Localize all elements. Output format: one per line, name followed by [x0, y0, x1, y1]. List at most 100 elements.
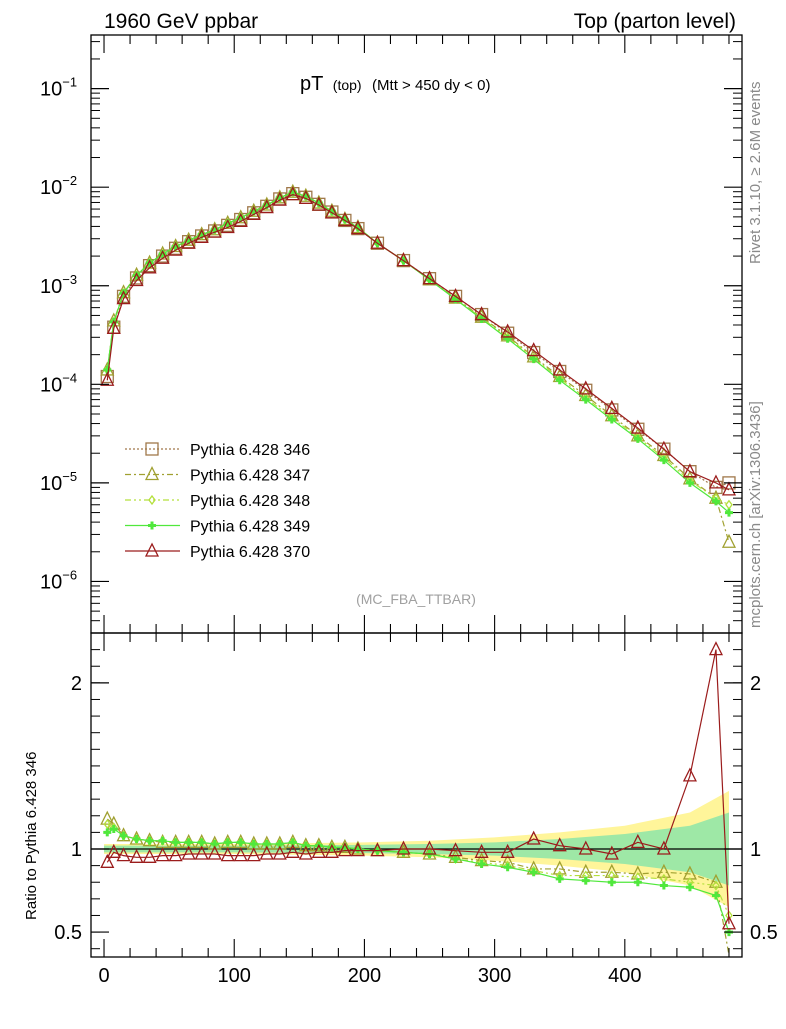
- ratio-ytick-label-right-1: 1: [750, 839, 761, 861]
- ratio-point-2-26: [503, 863, 512, 872]
- ratio-point-0-32: [656, 863, 671, 878]
- ratio-point-2-22: [399, 848, 408, 857]
- main-point-4-15: [285, 186, 300, 201]
- ratio-ytick-label-2: 2: [71, 673, 82, 695]
- legend-entry-2: Pythia 6.428 348: [125, 493, 310, 510]
- ratio-point-3-10: [220, 847, 235, 862]
- ratio-point-2-29: [581, 876, 590, 885]
- legend-label-2: Pythia 6.428 348: [190, 493, 310, 510]
- main-point-4-21: [370, 234, 385, 249]
- main-point-4-30: [604, 399, 619, 415]
- main-point-4-29: [578, 380, 593, 395]
- main-point-4-33: [682, 463, 697, 478]
- main-ytick-label-4: 10−2: [40, 173, 77, 199]
- legend-marker-0: [145, 442, 159, 456]
- main-point-4-9: [207, 223, 222, 238]
- ratio-point-0-34: [708, 873, 724, 888]
- ratio-point-3-19: [337, 842, 352, 857]
- ratio-point-3-27: [526, 830, 541, 845]
- ratio-point-3-23: [422, 840, 437, 855]
- legend-label-3: Pythia 6.428 349: [190, 519, 310, 536]
- legend-entry-4: Pythia 6.428 370: [125, 542, 310, 561]
- title-cut: (Mtt > 450 dy < 0): [372, 77, 490, 94]
- main-ytick-exp-4: −2: [62, 173, 77, 188]
- main-ytick-label-2: 10−4: [40, 370, 77, 396]
- legend-entry-1: Pythia 6.428 347: [125, 466, 310, 485]
- ratio-series-3: [100, 641, 737, 930]
- main-point-4-1: [106, 319, 121, 334]
- main-point-4-19: [337, 211, 352, 227]
- main-point-4-26: [500, 323, 515, 338]
- main-point-3-30: [607, 415, 616, 424]
- header-right: Top (parton level): [574, 10, 736, 33]
- ratio-point-3-13: [259, 845, 274, 860]
- main-ytick-exp-1: −5: [62, 469, 77, 484]
- ratio-point-3-26: [500, 843, 515, 858]
- title-main: pT: [300, 73, 323, 95]
- ratio-point-3-21: [370, 842, 385, 857]
- main-point-4-16: [298, 189, 313, 205]
- main-point-4-31: [630, 419, 645, 434]
- main-point-3-26: [503, 334, 512, 343]
- ratio-point-3-4: [142, 848, 157, 863]
- main-ytick-exp-2: −4: [62, 370, 77, 385]
- main-point-1-35: [721, 533, 737, 548]
- main-point-4-34: [708, 474, 724, 489]
- main-point-4-8: [194, 228, 209, 243]
- main-ytick-base-4: 10: [40, 177, 62, 199]
- main-point-4-5: [155, 249, 170, 264]
- ratio-point-3-3: [129, 848, 144, 863]
- ratio-point-0-28: [552, 860, 567, 875]
- xtick-label-0: 0: [98, 965, 109, 987]
- main-point-4-23: [422, 270, 437, 285]
- legend-marker-4: [144, 542, 160, 557]
- ratio-point-3-11: [233, 847, 248, 862]
- main-ytick-label-0: 10−6: [40, 567, 77, 593]
- main-point-3-34: [711, 497, 720, 506]
- ratio-point-3-16: [298, 845, 313, 860]
- ratio-point-2-28: [555, 874, 564, 883]
- main-point-3-28: [555, 376, 564, 385]
- ratio-point-2-0: [103, 828, 112, 837]
- ratio-point-2-11: [236, 838, 245, 847]
- ratio-point-2-7: [184, 838, 193, 847]
- ratio-point-3-9: [207, 845, 222, 860]
- main-ytick-exp-5: −1: [62, 75, 77, 90]
- xtick-label-3: 300: [478, 965, 511, 987]
- ratio-point-2-10: [223, 838, 232, 847]
- ratio-point-2-5: [158, 836, 167, 845]
- legend-marker-2: [148, 494, 156, 506]
- ratio-frame: [90, 632, 743, 958]
- main-point-4-28: [552, 361, 567, 376]
- main-ytick-exp-3: −3: [62, 272, 77, 287]
- ratio-point-3-14: [272, 845, 287, 860]
- ratio-point-3-29: [578, 840, 593, 855]
- ratio-point-2-34: [711, 891, 720, 900]
- main-point-4-4: [142, 259, 157, 274]
- ratio-ylabel: Ratio to Pythia 6.428 346: [23, 752, 40, 920]
- main-series-line-4: [106, 194, 730, 491]
- ratio-point-3-5: [155, 847, 170, 862]
- ratio-point-2-6: [171, 838, 180, 847]
- legend-marker-1: [144, 466, 160, 481]
- ratio-point-2-27: [529, 868, 538, 877]
- ratio-point-3-8: [194, 845, 209, 860]
- ratio-point-3-17: [311, 843, 326, 858]
- ratio-point-3-32: [656, 840, 671, 855]
- watermark: (MC_FBA_TTBAR): [356, 591, 476, 607]
- axes-layer: 10−610−510−410−310−210−10.5 0.51 12 20 100 20…: [40, 35, 778, 987]
- main-point-4-0: [100, 371, 115, 386]
- ratio-point-3-31: [630, 833, 645, 849]
- main-point-4-3: [129, 272, 144, 287]
- ratio-point-3-12: [246, 847, 261, 862]
- legend-entry-0: Pythia 6.428 346: [125, 442, 310, 459]
- ratio-point-2-31: [633, 878, 642, 887]
- xtick-label-1: 100: [218, 965, 251, 987]
- main-ytick-label-5: 10−1: [40, 75, 77, 101]
- ratio-ytick-label-0: 0.5: [54, 922, 82, 944]
- ratio-point-3-35: [721, 915, 737, 930]
- main-point-4-22: [396, 252, 411, 267]
- main-point-4-17: [311, 196, 326, 211]
